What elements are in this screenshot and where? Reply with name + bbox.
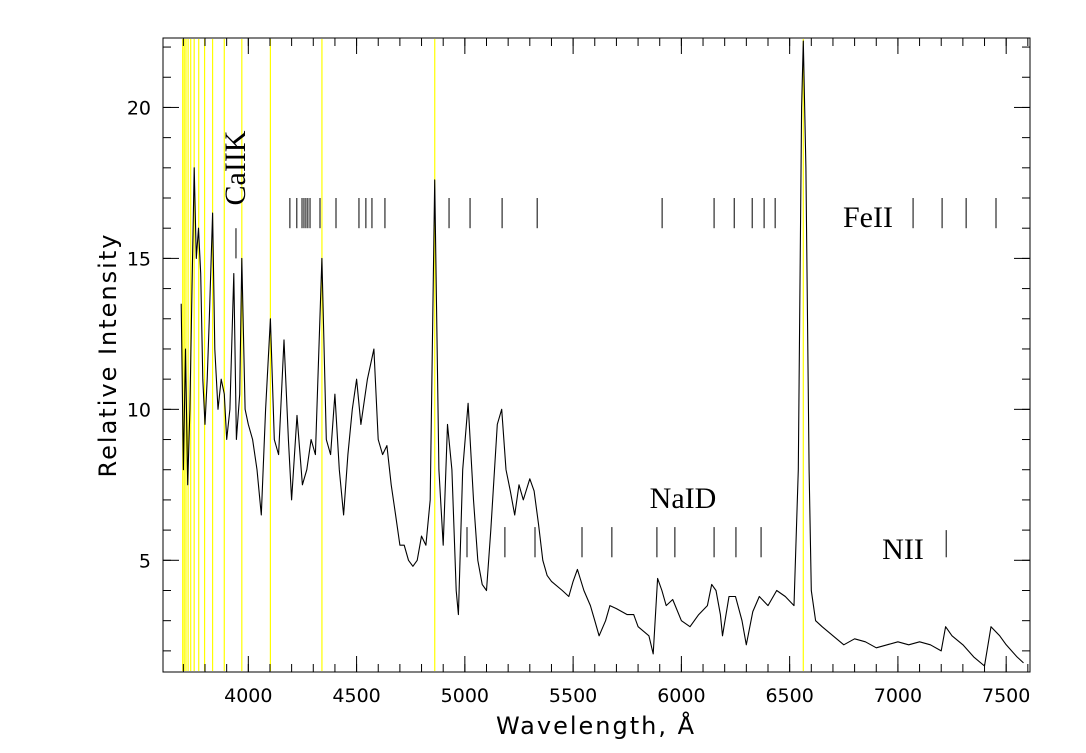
spectrum-line xyxy=(180,40,1024,667)
x-tick-label: 4500 xyxy=(332,685,380,707)
y-tick-label: 10 xyxy=(127,399,151,421)
y-tick-label: 20 xyxy=(127,97,151,119)
x-tick-label: 4000 xyxy=(224,685,272,707)
x-tick-label: 5500 xyxy=(549,685,597,707)
x-tick-label: 6500 xyxy=(765,685,813,707)
x-axis-title: Wavelength, Å xyxy=(496,711,696,740)
marker-label: NII xyxy=(882,533,924,566)
x-tick-label: 6000 xyxy=(657,685,705,707)
x-tick-label: 5000 xyxy=(441,685,489,707)
y-axis-title: Relative Intensity xyxy=(94,233,122,478)
x-tick-label: 7500 xyxy=(982,685,1030,707)
x-tick-label: 7000 xyxy=(874,685,922,707)
y-tick-label: 15 xyxy=(127,248,151,270)
plot-frame xyxy=(162,37,1031,673)
marker-label: CaIIK xyxy=(219,130,252,205)
marker-label: NaID xyxy=(650,482,717,515)
marker-label: FeII xyxy=(843,201,893,234)
y-tick-label: 5 xyxy=(139,550,151,572)
